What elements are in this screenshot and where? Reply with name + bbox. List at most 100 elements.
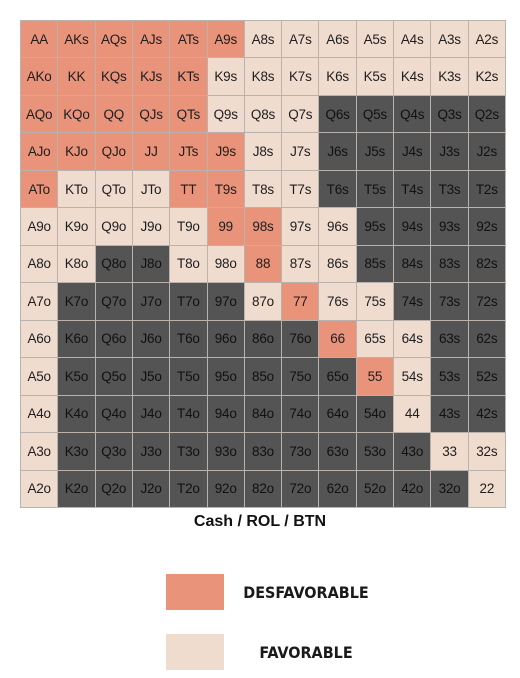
hand-cell-73o: 73o <box>282 433 319 470</box>
hand-cell-j2o: J2o <box>132 470 170 507</box>
hand-cell-j9s: J9s <box>207 133 244 170</box>
hand-cell-53o: 53o <box>356 433 394 470</box>
hand-cell-aks: AKs <box>58 21 95 58</box>
hand-cell-qto: QTo <box>95 170 132 208</box>
hand-cell-76o: 76o <box>282 320 319 358</box>
hand-cell-q2o: Q2o <box>95 470 132 507</box>
hand-cell-54s: 54s <box>394 358 431 395</box>
hand-cell-72o: 72o <box>282 470 319 507</box>
hand-cell-a6o: A6o <box>21 320 58 358</box>
hand-cell-ako: AKo <box>21 58 58 95</box>
hand-cell-aqs: AQs <box>95 21 132 58</box>
hand-cell-ato: ATo <box>21 170 58 208</box>
hand-cell-96o: 96o <box>207 320 244 358</box>
hand-cell-t7s: T7s <box>282 170 319 208</box>
hand-cell-87s: 87s <box>282 245 319 283</box>
hand-cell-62o: 62o <box>319 470 356 507</box>
hand-cell-t4s: T4s <box>394 170 431 208</box>
hand-cell-k5s: K5s <box>356 58 394 95</box>
hand-cell-kts: KTs <box>170 58 207 95</box>
hand-cell-k2s: K2s <box>468 58 505 95</box>
hand-cell-53s: 53s <box>431 358 468 395</box>
hand-cell-k9s: K9s <box>207 58 244 95</box>
hand-cell-92o: 92o <box>207 470 244 507</box>
hand-cell-73s: 73s <box>431 283 468 320</box>
hand-cell-k8s: K8s <box>244 58 282 95</box>
hand-cell-64s: 64s <box>394 320 431 358</box>
hand-cell-85o: 85o <box>244 358 282 395</box>
hand-cell-t3o: T3o <box>170 433 207 470</box>
hand-cell-tt: TT <box>170 170 207 208</box>
hand-cell-k2o: K2o <box>58 470 95 507</box>
hand-cell-kqo: KQo <box>58 95 95 133</box>
hand-cell-kjo: KJo <box>58 133 95 170</box>
hand-cell-42s: 42s <box>468 395 505 433</box>
hand-cell-j4s: J4s <box>394 133 431 170</box>
hand-cell-55: 55 <box>356 358 394 395</box>
hand-cell-82s: 82s <box>468 245 505 283</box>
hand-cell-qq: QQ <box>95 95 132 133</box>
hand-cell-63o: 63o <box>319 433 356 470</box>
hand-cell-t8s: T8s <box>244 170 282 208</box>
hand-cell-j5s: J5s <box>356 133 394 170</box>
hand-cell-a4o: A4o <box>21 395 58 433</box>
hand-cell-k9o: K9o <box>58 208 95 245</box>
hand-cell-92s: 92s <box>468 208 505 245</box>
hand-cell-52s: 52s <box>468 358 505 395</box>
hand-cell-j3s: J3s <box>431 133 468 170</box>
legend-item-desfavorable: DESFAVORABLE <box>0 574 520 614</box>
hand-cell-a8o: A8o <box>21 245 58 283</box>
hand-cell-a2s: A2s <box>468 21 505 58</box>
hand-cell-q2s: Q2s <box>468 95 505 133</box>
hand-cell-q5s: Q5s <box>356 95 394 133</box>
hand-cell-97s: 97s <box>282 208 319 245</box>
hand-cell-t6o: T6o <box>170 320 207 358</box>
hand-cell-83s: 83s <box>431 245 468 283</box>
hand-cell-k3o: K3o <box>58 433 95 470</box>
hand-cell-q8o: Q8o <box>95 245 132 283</box>
hand-cell-k8o: K8o <box>58 245 95 283</box>
legend-swatch-favorable <box>166 634 224 670</box>
hand-cell-j5o: J5o <box>132 358 170 395</box>
hand-cell-t7o: T7o <box>170 283 207 320</box>
hand-cell-a9o: A9o <box>21 208 58 245</box>
hand-cell-t9s: T9s <box>207 170 244 208</box>
hand-cell-84o: 84o <box>244 395 282 433</box>
hand-cell-q3s: Q3s <box>431 95 468 133</box>
hand-cell-jj: JJ <box>132 133 170 170</box>
hand-cell-64o: 64o <box>319 395 356 433</box>
hand-cell-kto: KTo <box>58 170 95 208</box>
hand-cell-86s: 86s <box>319 245 356 283</box>
hand-cell-65o: 65o <box>319 358 356 395</box>
hand-cell-93o: 93o <box>207 433 244 470</box>
hand-cell-k6o: K6o <box>58 320 95 358</box>
hand-cell-j8o: J8o <box>132 245 170 283</box>
legend-label-favorable: FAVORABLE <box>259 642 353 662</box>
hand-cell-a3o: A3o <box>21 433 58 470</box>
hand-cell-97o: 97o <box>207 283 244 320</box>
hand-cell-98s: 98s <box>244 208 282 245</box>
hand-cell-j3o: J3o <box>132 433 170 470</box>
hand-cell-66: 66 <box>319 320 356 358</box>
hand-cell-32s: 32s <box>468 433 505 470</box>
hand-cell-k5o: K5o <box>58 358 95 395</box>
hand-cell-t3s: T3s <box>431 170 468 208</box>
hand-cell-75s: 75s <box>356 283 394 320</box>
chart-title: Cash / ROL / BTN <box>193 513 327 530</box>
hand-cell-52o: 52o <box>356 470 394 507</box>
hand-cell-aqo: AQo <box>21 95 58 133</box>
hand-cell-74o: 74o <box>282 395 319 433</box>
hand-cell-t8o: T8o <box>170 245 207 283</box>
hand-cell-j9o: J9o <box>132 208 170 245</box>
hand-cell-qjo: QJo <box>95 133 132 170</box>
hand-cell-aa: AA <box>21 21 58 58</box>
hand-cell-k7s: K7s <box>282 58 319 95</box>
hand-cell-a8s: A8s <box>244 21 282 58</box>
hand-cell-qts: QTs <box>170 95 207 133</box>
hand-cell-87o: 87o <box>244 283 282 320</box>
hand-cell-85s: 85s <box>356 245 394 283</box>
hand-cell-k3s: K3s <box>431 58 468 95</box>
hand-cell-42o: 42o <box>394 470 431 507</box>
hand-cell-32o: 32o <box>431 470 468 507</box>
hand-cell-a2o: A2o <box>21 470 58 507</box>
